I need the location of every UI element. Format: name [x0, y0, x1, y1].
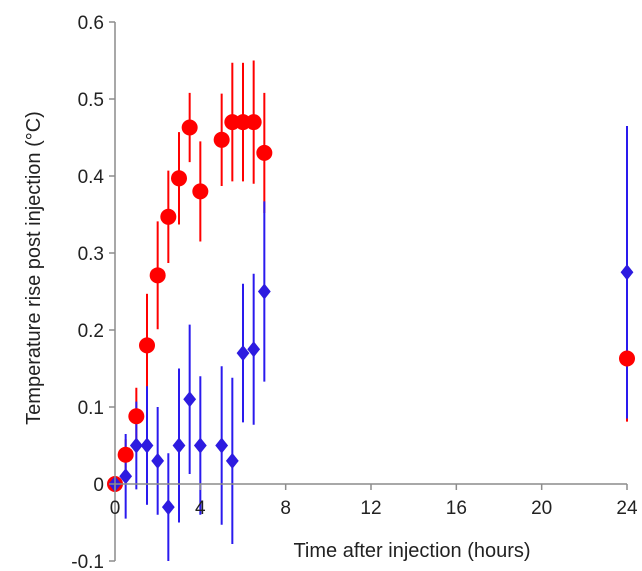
x-axis-title: Time after injection (hours) [293, 540, 530, 562]
y-axis-title: Temperature rise post injection (°C) [23, 111, 45, 425]
y-tick-label: 0.2 [78, 321, 104, 342]
data-point-circle [192, 183, 209, 200]
data-point-circle [139, 337, 155, 354]
data-point-diamond [247, 341, 261, 358]
axes-layer [109, 21, 628, 562]
data-point-diamond [215, 437, 229, 454]
markers-layer [107, 114, 635, 516]
data-point-diamond [151, 452, 165, 469]
data-point-circle [149, 267, 166, 284]
y-tick-label: 0.3 [78, 244, 104, 265]
data-point-diamond [119, 468, 133, 485]
x-tick-label: 16 [446, 498, 467, 519]
data-point-diamond [257, 283, 271, 300]
y-tick-label: 0.4 [78, 167, 105, 188]
x-tick-label: 8 [280, 498, 291, 519]
tick-labels-layer: -0.1 0 0.1 0.2 0.3 0.4 0.5 0.6 0 4 8 12 16 20 24 [71, 13, 638, 571]
y-tick-label: 0.1 [78, 398, 104, 419]
y-tick-label: 0 [93, 475, 104, 496]
data-point-diamond [183, 391, 197, 408]
data-point-circle [256, 144, 273, 161]
data-point-circle [128, 408, 145, 425]
data-point-diamond [193, 437, 207, 454]
x-tick-label: 4 [195, 498, 206, 519]
data-point-circle [117, 446, 134, 463]
y-tick-label: 0.5 [78, 90, 104, 111]
y-tick-label: -0.1 [71, 552, 104, 571]
data-point-diamond [236, 345, 250, 362]
data-point-circle [160, 208, 177, 225]
y-tick-label: 0.6 [78, 13, 104, 34]
data-point-circle [171, 170, 187, 187]
data-point-diamond [140, 437, 154, 454]
data-point-diamond [225, 452, 239, 469]
data-point-circle [213, 131, 230, 148]
data-point-circle [619, 350, 635, 367]
data-point-diamond [129, 437, 143, 454]
x-tick-label: 0 [110, 498, 121, 519]
data-point-diamond [172, 437, 186, 454]
data-point-circle [245, 114, 262, 131]
data-point-circle [181, 119, 198, 136]
x-tick-label: 12 [360, 498, 381, 519]
x-tick-label: 24 [616, 498, 638, 519]
data-point-diamond [161, 499, 175, 516]
data-point-diamond [620, 264, 634, 281]
x-tick-label: 20 [531, 498, 552, 519]
